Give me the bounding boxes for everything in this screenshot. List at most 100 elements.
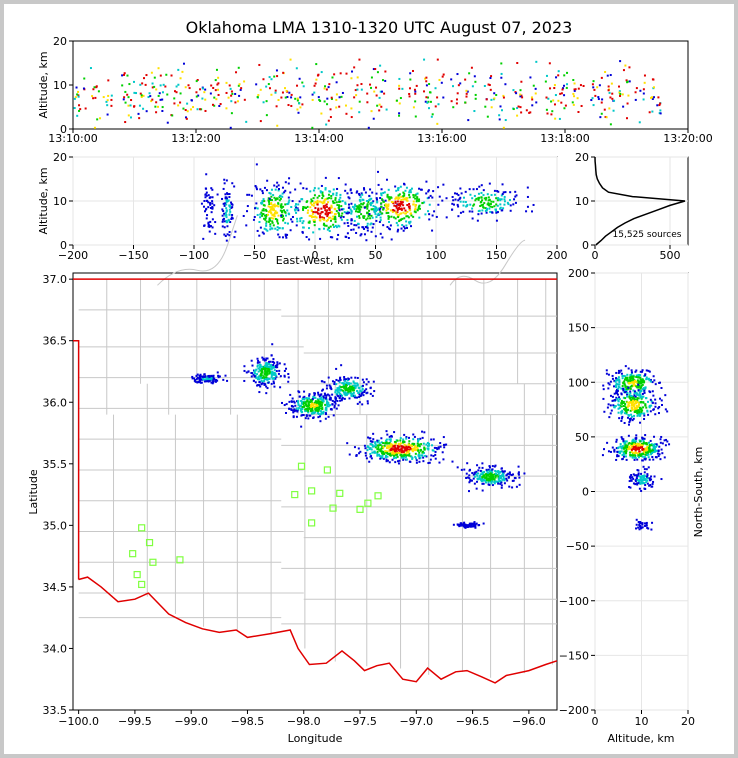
source-pixel: [501, 475, 504, 478]
source-pixel: [396, 230, 399, 233]
source-pixel: [317, 399, 320, 402]
source-pixel: [644, 450, 647, 453]
flash-source: [318, 98, 321, 101]
source-pixel: [379, 216, 382, 219]
source-pixel: [261, 200, 264, 203]
lma-station-marker: [149, 558, 157, 566]
source-pixel: [410, 225, 413, 228]
source-pixel: [369, 387, 372, 390]
flash-source: [565, 86, 568, 89]
flash-source: [236, 100, 239, 103]
flash-source: [512, 89, 515, 92]
source-pixel: [257, 359, 260, 362]
source-pixel: [602, 388, 605, 391]
flash-source: [651, 110, 654, 113]
source-pixel: [462, 204, 465, 207]
source-pixel: [199, 376, 202, 379]
source-pixel: [628, 414, 631, 417]
source-pixel: [369, 392, 372, 395]
source-pixel: [637, 401, 640, 404]
source-pixel: [632, 401, 635, 404]
source-pixel: [323, 206, 326, 209]
flash-source: [330, 98, 333, 101]
source-pixel: [372, 223, 375, 226]
source-pixel: [318, 395, 321, 398]
flash-source: [273, 75, 276, 78]
source-pixel: [628, 401, 631, 404]
source-pixel: [653, 475, 656, 478]
source-pixel: [337, 233, 340, 236]
source-pixel: [322, 395, 325, 398]
source-pixel: [225, 207, 228, 210]
source-pixel: [276, 226, 279, 229]
source-pixel: [616, 389, 619, 392]
source-pixel: [300, 216, 303, 219]
source-pixel: [227, 199, 230, 202]
source-pixel: [399, 204, 402, 207]
source-pixel: [321, 217, 324, 220]
source-pixel: [603, 448, 606, 451]
flash-source: [230, 90, 233, 93]
source-pixel: [331, 200, 334, 203]
source-pixel: [265, 222, 268, 225]
source-pixel: [318, 200, 321, 203]
flash-source: [159, 98, 162, 101]
source-pixel: [295, 217, 298, 220]
flash-source: [611, 97, 614, 100]
flash-source: [555, 76, 558, 79]
source-pixel: [282, 205, 285, 208]
source-pixel: [630, 444, 633, 447]
source-pixel: [629, 486, 632, 489]
source-pixel: [629, 374, 632, 377]
source-pixel: [300, 409, 303, 412]
source-pixel: [295, 206, 298, 209]
source-pixel: [326, 213, 329, 216]
source-pixel: [501, 478, 504, 481]
flash-source: [311, 126, 314, 129]
source-pixel: [408, 207, 411, 210]
source-pixel: [497, 190, 500, 193]
source-pixel: [211, 218, 214, 221]
source-pixel: [627, 423, 630, 426]
source-pixel: [653, 447, 656, 450]
source-pixel: [493, 189, 496, 192]
source-pixel: [368, 213, 371, 216]
source-pixel: [416, 209, 419, 212]
source-pixel: [396, 203, 399, 206]
source-pixel: [431, 196, 434, 199]
source-pixel: [345, 386, 348, 389]
source-pixel: [281, 215, 284, 218]
source-pixel: [637, 469, 640, 472]
flash-source: [618, 85, 621, 88]
x-tick-label: −50: [243, 249, 266, 262]
source-pixel: [629, 390, 632, 393]
source-pixel: [602, 397, 605, 400]
source-pixel: [363, 188, 366, 191]
source-pixel: [382, 457, 385, 460]
source-pixel: [261, 213, 264, 216]
source-pixel: [423, 446, 426, 449]
flash-source: [601, 98, 604, 101]
flash-source: [535, 60, 538, 63]
source-pixel: [490, 194, 493, 197]
source-pixel: [386, 193, 389, 196]
source-pixel: [347, 377, 350, 380]
source-pixel: [511, 486, 514, 489]
source-pixel: [262, 375, 265, 378]
source-pixel: [615, 440, 618, 443]
source-pixel: [366, 217, 369, 220]
source-pixel: [399, 448, 402, 451]
flash-source: [562, 87, 565, 90]
source-pixel: [611, 446, 614, 449]
source-pixel: [270, 374, 273, 377]
source-pixel: [300, 402, 303, 405]
source-pixel: [636, 483, 639, 486]
source-pixel: [443, 443, 446, 446]
source-pixel: [659, 381, 662, 384]
source-pixel: [345, 392, 348, 395]
source-pixel: [645, 376, 648, 379]
flash-source: [286, 95, 289, 98]
flash-source: [576, 97, 579, 100]
flash-source: [520, 80, 523, 83]
source-pixel: [247, 370, 250, 373]
